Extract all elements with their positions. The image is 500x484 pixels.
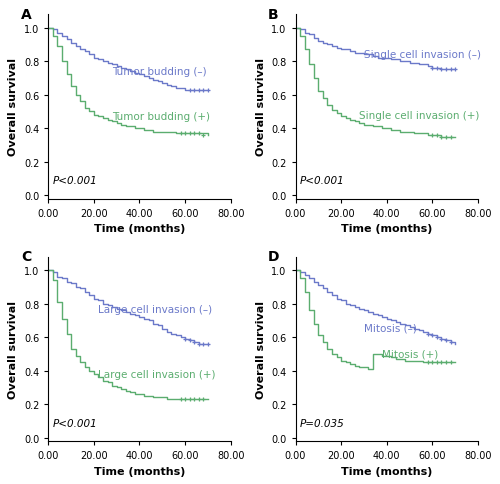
Text: P<0.001: P<0.001 bbox=[53, 418, 98, 428]
Text: B: B bbox=[268, 8, 279, 22]
Text: D: D bbox=[268, 250, 280, 264]
X-axis label: Time (months): Time (months) bbox=[341, 224, 432, 234]
Text: Large cell invasion (+): Large cell invasion (+) bbox=[98, 369, 216, 379]
Text: C: C bbox=[21, 250, 31, 264]
Y-axis label: Overall survival: Overall survival bbox=[256, 58, 266, 156]
X-axis label: Time (months): Time (months) bbox=[94, 466, 185, 476]
Text: Single cell invasion (+): Single cell invasion (+) bbox=[360, 110, 480, 121]
Text: Tumor budding (+): Tumor budding (+) bbox=[112, 112, 210, 122]
Text: Single cell invasion (–): Single cell invasion (–) bbox=[364, 50, 481, 60]
Text: P=0.035: P=0.035 bbox=[300, 418, 345, 428]
Y-axis label: Overall survival: Overall survival bbox=[8, 58, 18, 156]
Text: A: A bbox=[21, 8, 32, 22]
Text: Mitosis (+): Mitosis (+) bbox=[382, 349, 438, 359]
Y-axis label: Overall survival: Overall survival bbox=[8, 300, 18, 398]
Text: Mitosis (–): Mitosis (–) bbox=[364, 322, 417, 333]
Y-axis label: Overall survival: Overall survival bbox=[256, 300, 266, 398]
Text: P<0.001: P<0.001 bbox=[53, 176, 98, 186]
Text: P<0.001: P<0.001 bbox=[300, 176, 345, 186]
Text: Tumor budding (–): Tumor budding (–) bbox=[112, 67, 207, 77]
X-axis label: Time (months): Time (months) bbox=[94, 224, 185, 234]
Text: Large cell invasion (–): Large cell invasion (–) bbox=[98, 304, 212, 314]
X-axis label: Time (months): Time (months) bbox=[341, 466, 432, 476]
